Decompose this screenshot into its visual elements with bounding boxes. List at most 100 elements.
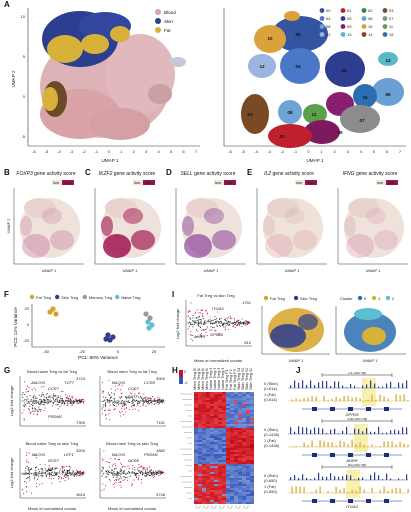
- pca-ylabel: PC2: 11% Variance: [13, 307, 18, 347]
- legend-high: high: [388, 180, 396, 185]
- fat-label: 1 (Fat): [264, 392, 276, 397]
- gene-activity-ikzf2: IKZF2 gene activity score low high UMAP 1: [94, 171, 165, 273]
- legend-low: low: [53, 180, 59, 185]
- y-tick-label: 0: [23, 94, 26, 99]
- heatmap-column-label: Mem Treg B2: [200, 368, 205, 390]
- gene-title: IKZF2 gene activity score: [99, 171, 156, 177]
- cluster-title: Cluster: [340, 296, 353, 301]
- gene-annotation: CCR7: [128, 386, 140, 391]
- cluster-label: 06: [385, 92, 391, 97]
- gene-title: SELL gene activity score: [180, 171, 235, 177]
- pca-ticks: -50 -25 0 25 20 0 -20: [23, 306, 157, 354]
- up-count: 3900: [156, 376, 166, 381]
- x-tick-label: -5: [241, 149, 245, 154]
- heatmap-column-label: Naive Treg B1: [220, 368, 225, 390]
- up-count: 3204: [76, 448, 86, 453]
- gene-annotation: CCR8: [128, 458, 140, 463]
- ma-ylabel: Log2 fold change: [176, 308, 180, 339]
- gene-annotation: BACH2: [112, 452, 126, 457]
- ma-title: Blood mem Treg vs fat Treg: [107, 369, 156, 374]
- x-tick-label: 3: [145, 149, 148, 154]
- panel-label-g: G: [4, 366, 11, 375]
- track-span: 136,000 bp: [347, 418, 368, 421]
- cluster-label: 05: [341, 68, 347, 73]
- ma-xlabel: Mean of normalized counts: [194, 358, 242, 363]
- gene-annotation: BATF: [48, 466, 58, 471]
- gene-annotation: BATF: [32, 400, 42, 405]
- umap-xlabel: UMAP 1: [123, 268, 139, 273]
- cluster-labels: 00 04 05 10 12 13 06 15 07 11 08 09 01 03: [247, 32, 391, 139]
- heatmap-column-label: Naive Treg B2: [216, 368, 221, 390]
- gene-annotation: BATF: [112, 472, 122, 477]
- cluster-swatch: [319, 8, 325, 13]
- heatmap-column-label: Mem Treg B4: [192, 368, 197, 390]
- scale-max: 2: [184, 369, 187, 374]
- heatmap-column-label: Skin Treg S2: [240, 368, 245, 390]
- cluster-swatch: [319, 24, 325, 29]
- heatmap-column-label: Fat Treg F1: [224, 369, 229, 390]
- cluster-legend-label: 12: [326, 32, 331, 37]
- skin-label: 0 (Skin): [264, 427, 278, 432]
- cluster-label: 08: [287, 110, 293, 115]
- pca-legend-label: Naive Treg: [121, 295, 140, 300]
- track-range: (0-614): [264, 397, 278, 402]
- heatmap-column-label: Skin Treg S1: [236, 368, 241, 390]
- pca-legend-swatch: [82, 294, 88, 300]
- down-count: 4615: [76, 492, 86, 497]
- pca-xtick: -25: [79, 349, 86, 354]
- pca-ytick: -20: [23, 338, 30, 343]
- panel-label-f: F: [4, 290, 9, 299]
- y-tick-label: -5: [21, 134, 25, 139]
- umap-xlabel: UMAP 1: [285, 268, 301, 273]
- pca-plot: Fat Treg Skin Treg Memory Treg Naive Treg -…: [13, 294, 165, 360]
- legend-high: high: [307, 180, 315, 185]
- umap-i-xlabel: UMAP 1: [289, 358, 305, 363]
- ma-plot: Blood naive Treg vs skin Treg 3204 4615 BAC…: [10, 441, 86, 511]
- panel-label-e: E: [247, 168, 253, 177]
- gene-annotation: CCR7: [48, 386, 60, 391]
- gene-name: AHRR: [345, 458, 357, 463]
- x-tick-label: 5: [170, 149, 173, 154]
- gene-title: FOXP3 gene activity score: [16, 171, 75, 177]
- x-tick-label: 3: [347, 149, 350, 154]
- ma-xlabel: Mean of normalized counts: [28, 506, 76, 511]
- umap-ylabel: UMAP 2: [6, 218, 11, 234]
- legend-skin: Skin: [164, 19, 173, 24]
- panel-label-d: D: [166, 168, 172, 177]
- gene-annotation: TCF7: [32, 472, 43, 477]
- colorbar-high: [386, 180, 398, 185]
- gene-name: GPR55: [345, 412, 359, 417]
- pca-xtick: 0: [117, 349, 120, 354]
- gene-activity-foxp3: FOXP3 gene activity score low high UMAP 1 UM…: [6, 171, 84, 273]
- gene-annotation: LEF1: [64, 452, 74, 457]
- x-tick-label: 2: [333, 149, 336, 154]
- umap-xlabel: UMAP 1: [42, 268, 58, 273]
- cluster-swatch: [385, 295, 391, 301]
- ma-plot-grid: Blood naive Treg vs fat Treg 3724 7309 BACH…: [10, 368, 170, 512]
- skin-label: 0 (Skin): [264, 473, 278, 478]
- cluster-label: 13: [385, 58, 391, 63]
- gene-annotation: PRDM1: [112, 400, 126, 405]
- cluster-legend-label: 06: [368, 16, 373, 21]
- y-ticks: 10 5 0 -5: [21, 14, 26, 139]
- pca-legend-swatch: [115, 294, 120, 300]
- legend-blood: Blood: [164, 10, 176, 15]
- colorbar-low: [376, 180, 386, 185]
- gene-annotation: GPR55: [210, 332, 224, 337]
- x-tick-label: 5: [373, 149, 376, 154]
- pca-xtick: 25: [152, 349, 157, 354]
- heatmap-column-label: Fat Treg F2: [228, 369, 233, 390]
- cluster-label: 01: [279, 134, 285, 139]
- fat-label: 1 (Fat): [264, 438, 276, 443]
- panel-label-h: H: [172, 366, 178, 375]
- pca-legend-label: Fat Treg: [36, 295, 51, 300]
- gene-annotation: BATF: [128, 394, 138, 399]
- pca-xlabel: PC1: 80% Variance: [78, 355, 118, 360]
- up-count: 1751: [242, 300, 252, 305]
- x-tick-label: 0: [307, 149, 310, 154]
- y-axis-label: UMAP 2: [11, 70, 16, 87]
- umap-xlabel: UMAP 1: [366, 268, 382, 273]
- cluster-legend-label: 03: [389, 8, 394, 13]
- colorbar-low: [52, 180, 62, 185]
- colorbar-high: [305, 180, 317, 185]
